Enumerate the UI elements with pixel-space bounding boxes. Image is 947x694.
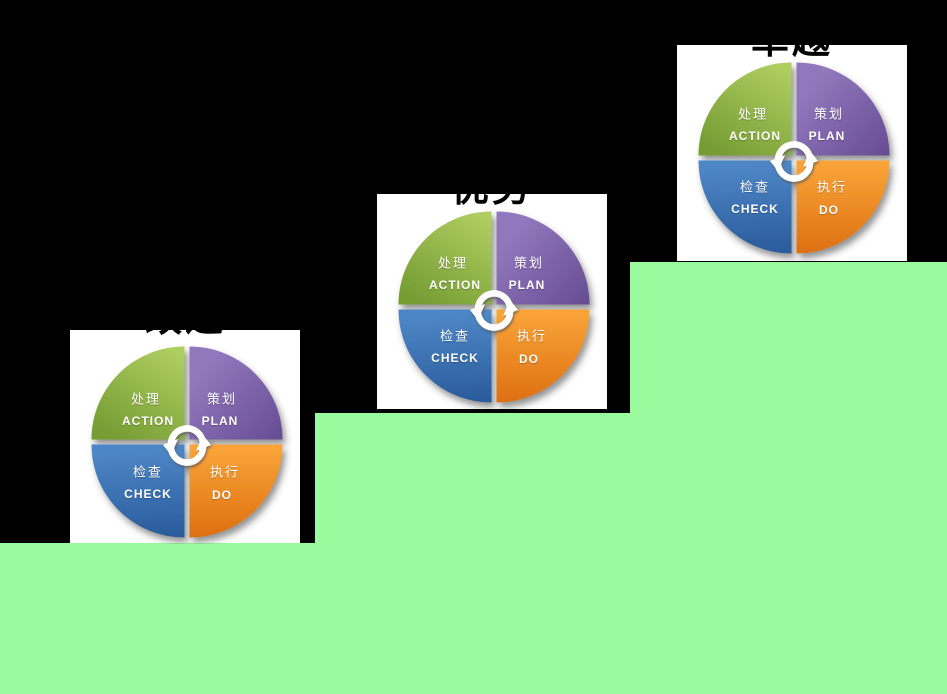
check-label-en: CHECK [431, 351, 479, 365]
do-label-zh: 执行 [816, 179, 848, 195]
action-label-zh: 处理 [437, 255, 469, 271]
plan-label-en: PLAN [808, 129, 846, 143]
action-label-en: ACTION [122, 414, 174, 428]
plan-label-zh: 策划 [513, 255, 545, 271]
plan-label-en: PLAN [201, 414, 239, 428]
check-label-zh: 检查 [739, 179, 771, 195]
action-quadrant [698, 62, 792, 156]
plan-quadrant [496, 211, 590, 305]
do-label-zh: 执行 [516, 328, 548, 344]
check-quadrant [698, 160, 792, 254]
check-label-zh: 检查 [439, 328, 471, 344]
step-title: 卓越 [750, 20, 833, 62]
check-label-en: CHECK [731, 202, 779, 216]
do-label-en: DO [519, 352, 539, 366]
plan-label-zh: 策划 [813, 106, 845, 122]
cycle-arrows-icon [770, 141, 818, 182]
action-label-zh: 处理 [130, 391, 162, 407]
do-quadrant [796, 160, 890, 254]
action-label-zh: 处理 [737, 106, 769, 122]
pdca-pie-chart [698, 62, 890, 254]
check-label-en: CHECK [124, 487, 172, 501]
action-label-en: ACTION [729, 129, 781, 143]
pdca-card-bottom: 改进 处理 ACTION 策划 PLAN 检查 CHECK 执行 DO [70, 300, 300, 543]
cycle-arrows-icon [470, 290, 518, 331]
step-title: 优势 [450, 168, 533, 210]
check-label-zh: 检查 [132, 464, 164, 480]
plan-label-zh: 策划 [206, 391, 238, 407]
pdca-card-top: 卓越 处理 ACTION 策划 PLAN 检查 CHECK 执行 DO [677, 22, 907, 261]
action-label-en: ACTION [429, 278, 481, 292]
staircase-step-bottom [0, 543, 947, 694]
do-label-en: DO [819, 203, 839, 217]
do-quadrant [189, 444, 283, 538]
do-quadrant [496, 309, 590, 403]
check-quadrant [398, 309, 492, 403]
plan-label-en: PLAN [508, 278, 546, 292]
cycle-arrows-icon [163, 425, 211, 466]
pdca-pie-chart [91, 346, 283, 538]
do-label-en: DO [212, 488, 232, 502]
action-quadrant [398, 211, 492, 305]
action-quadrant [91, 346, 185, 440]
step-title: 改进 [143, 298, 226, 340]
plan-quadrant [189, 346, 283, 440]
pdca-card-middle: 优势 处理 ACTION 策划 PLAN 检查 CHECK 执行 DO [377, 170, 607, 409]
pdca-pie-chart [398, 211, 590, 403]
check-quadrant [91, 444, 185, 538]
plan-quadrant [796, 62, 890, 156]
do-label-zh: 执行 [209, 464, 241, 480]
